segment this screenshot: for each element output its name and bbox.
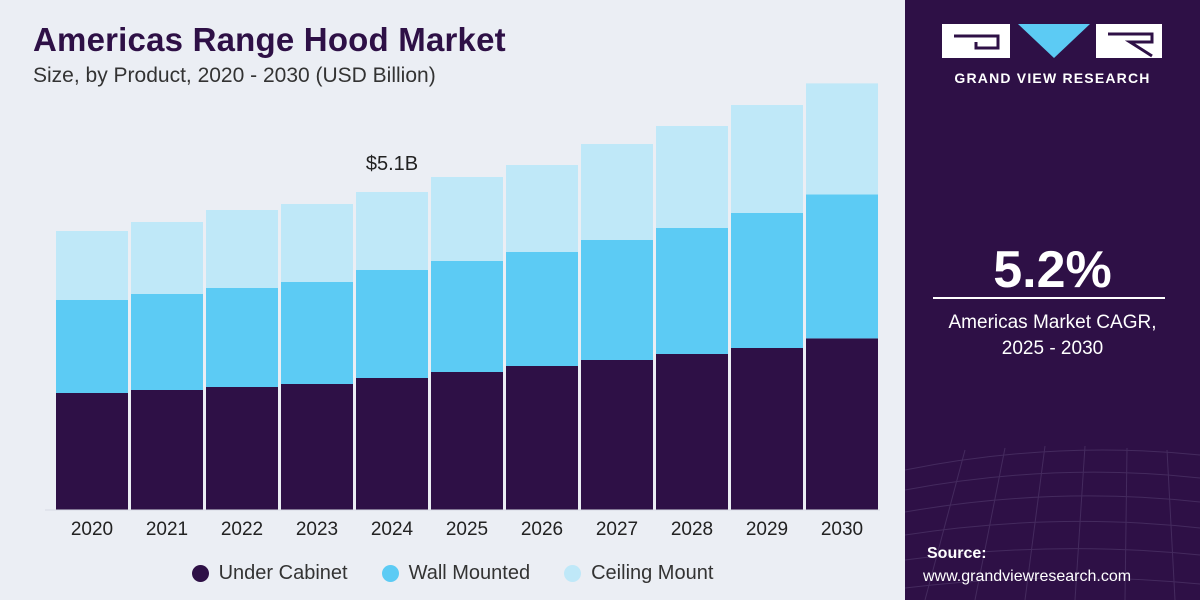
bar-under-cabinet-2030 <box>806 338 878 510</box>
bar-under-cabinet-2021 <box>131 390 203 510</box>
bar-wall-mounted-2024 <box>356 270 428 378</box>
legend-item-ceiling-mount: Ceiling Mount <box>564 562 713 585</box>
bar-under-cabinet-2023 <box>281 384 353 510</box>
bar-wall-mounted-2026 <box>506 252 578 366</box>
bar-ceiling-mount-2021 <box>131 222 203 294</box>
legend-label-under-cabinet: Under Cabinet <box>218 562 348 584</box>
legend-item-under-cabinet: Under Cabinet <box>191 562 348 585</box>
x-tick-2023: 2023 <box>296 519 338 540</box>
bar-under-cabinet-2026 <box>506 366 578 510</box>
x-tick-2022: 2022 <box>221 519 263 540</box>
legend-swatch-wall-mounted <box>381 565 399 582</box>
bar-under-cabinet-2028 <box>656 354 728 510</box>
source-url[interactable]: www.grandviewresearch.com <box>923 568 1132 585</box>
cagr-label: Americas Market CAGR, 2025 - 2030 <box>905 310 1200 362</box>
bar-wall-mounted-2029 <box>731 213 803 348</box>
cagr-divider <box>933 297 1165 299</box>
brand-name: GRAND VIEW RESEARCH <box>954 70 1151 86</box>
bar-ceiling-mount-2024 <box>356 192 428 270</box>
chart-plot: 2020 2021 2022 2023 2024 $5.1B 2025 2026 2027 202… <box>45 83 880 540</box>
x-tick-2025: 2025 <box>446 519 488 540</box>
x-tick-2028: 2028 <box>671 519 713 540</box>
cagr-label-line1: Americas Market CAGR, <box>948 312 1157 333</box>
bar-wall-mounted-2025 <box>431 261 503 372</box>
source-title: Source: <box>927 545 987 562</box>
bar-under-cabinet-2024 <box>356 378 428 510</box>
chart-legend: Under Cabinet Wall Mounted Ceiling Mount <box>0 562 905 585</box>
bar-wall-mounted-2027 <box>581 240 653 360</box>
bar-ceiling-mount-2020 <box>56 231 128 300</box>
bar-wall-mounted-2021 <box>131 294 203 390</box>
bar-ceiling-mount-2022 <box>206 210 278 288</box>
brand-panel: GRAND VIEW RESEARCH 5.2% Americas Market… <box>905 0 1200 600</box>
chart-subtitle: Size, by Product, 2020 - 2030 (USD Billi… <box>33 64 436 87</box>
gvr-logo <box>942 24 1162 58</box>
bar-under-cabinet-2025 <box>431 372 503 510</box>
bar-wall-mounted-2022 <box>206 288 278 387</box>
bar-ceiling-mount-2025 <box>431 177 503 261</box>
bar-wall-mounted-2023 <box>281 282 353 384</box>
x-tick-2027: 2027 <box>596 519 638 540</box>
legend-label-ceiling-mount: Ceiling Mount <box>591 562 714 584</box>
bar-ceiling-mount-2029 <box>731 105 803 213</box>
bar-ceiling-mount-2030 <box>806 83 878 195</box>
bar-under-cabinet-2029 <box>731 348 803 510</box>
bar-wall-mounted-2020 <box>56 300 128 393</box>
grid-pattern-decoration <box>905 445 1200 600</box>
cagr-label-line2: 2025 - 2030 <box>1001 338 1104 359</box>
bar-under-cabinet-2027 <box>581 360 653 510</box>
legend-item-wall-mounted: Wall Mounted <box>381 562 531 585</box>
data-label-2024: $5.1B <box>366 153 418 175</box>
bar-under-cabinet-2020 <box>56 393 128 510</box>
bar-ceiling-mount-2027 <box>581 144 653 240</box>
bar-ceiling-mount-2026 <box>506 165 578 252</box>
x-tick-2026: 2026 <box>521 519 563 540</box>
x-tick-2020: 2020 <box>71 519 113 540</box>
bar-wall-mounted-2030 <box>806 194 878 339</box>
x-tick-2024: 2024 <box>371 519 414 540</box>
x-tick-2029: 2029 <box>746 519 788 540</box>
legend-swatch-under-cabinet <box>191 565 209 582</box>
cagr-value: 5.2% <box>993 241 1112 299</box>
bar-ceiling-mount-2023 <box>281 204 353 282</box>
x-tick-2021: 2021 <box>146 519 188 540</box>
bar-under-cabinet-2022 <box>206 387 278 510</box>
legend-label-wall-mounted: Wall Mounted <box>408 562 531 584</box>
chart-panel: 2020 2021 2022 2023 2024 $5.1B 2025 2026 2027 202… <box>0 0 905 600</box>
legend-swatch-ceiling-mount <box>564 565 582 582</box>
bar-ceiling-mount-2028 <box>656 126 728 228</box>
chart-title: Americas Range Hood Market <box>33 21 506 58</box>
x-tick-2030: 2030 <box>821 519 863 540</box>
bar-wall-mounted-2028 <box>656 228 728 354</box>
